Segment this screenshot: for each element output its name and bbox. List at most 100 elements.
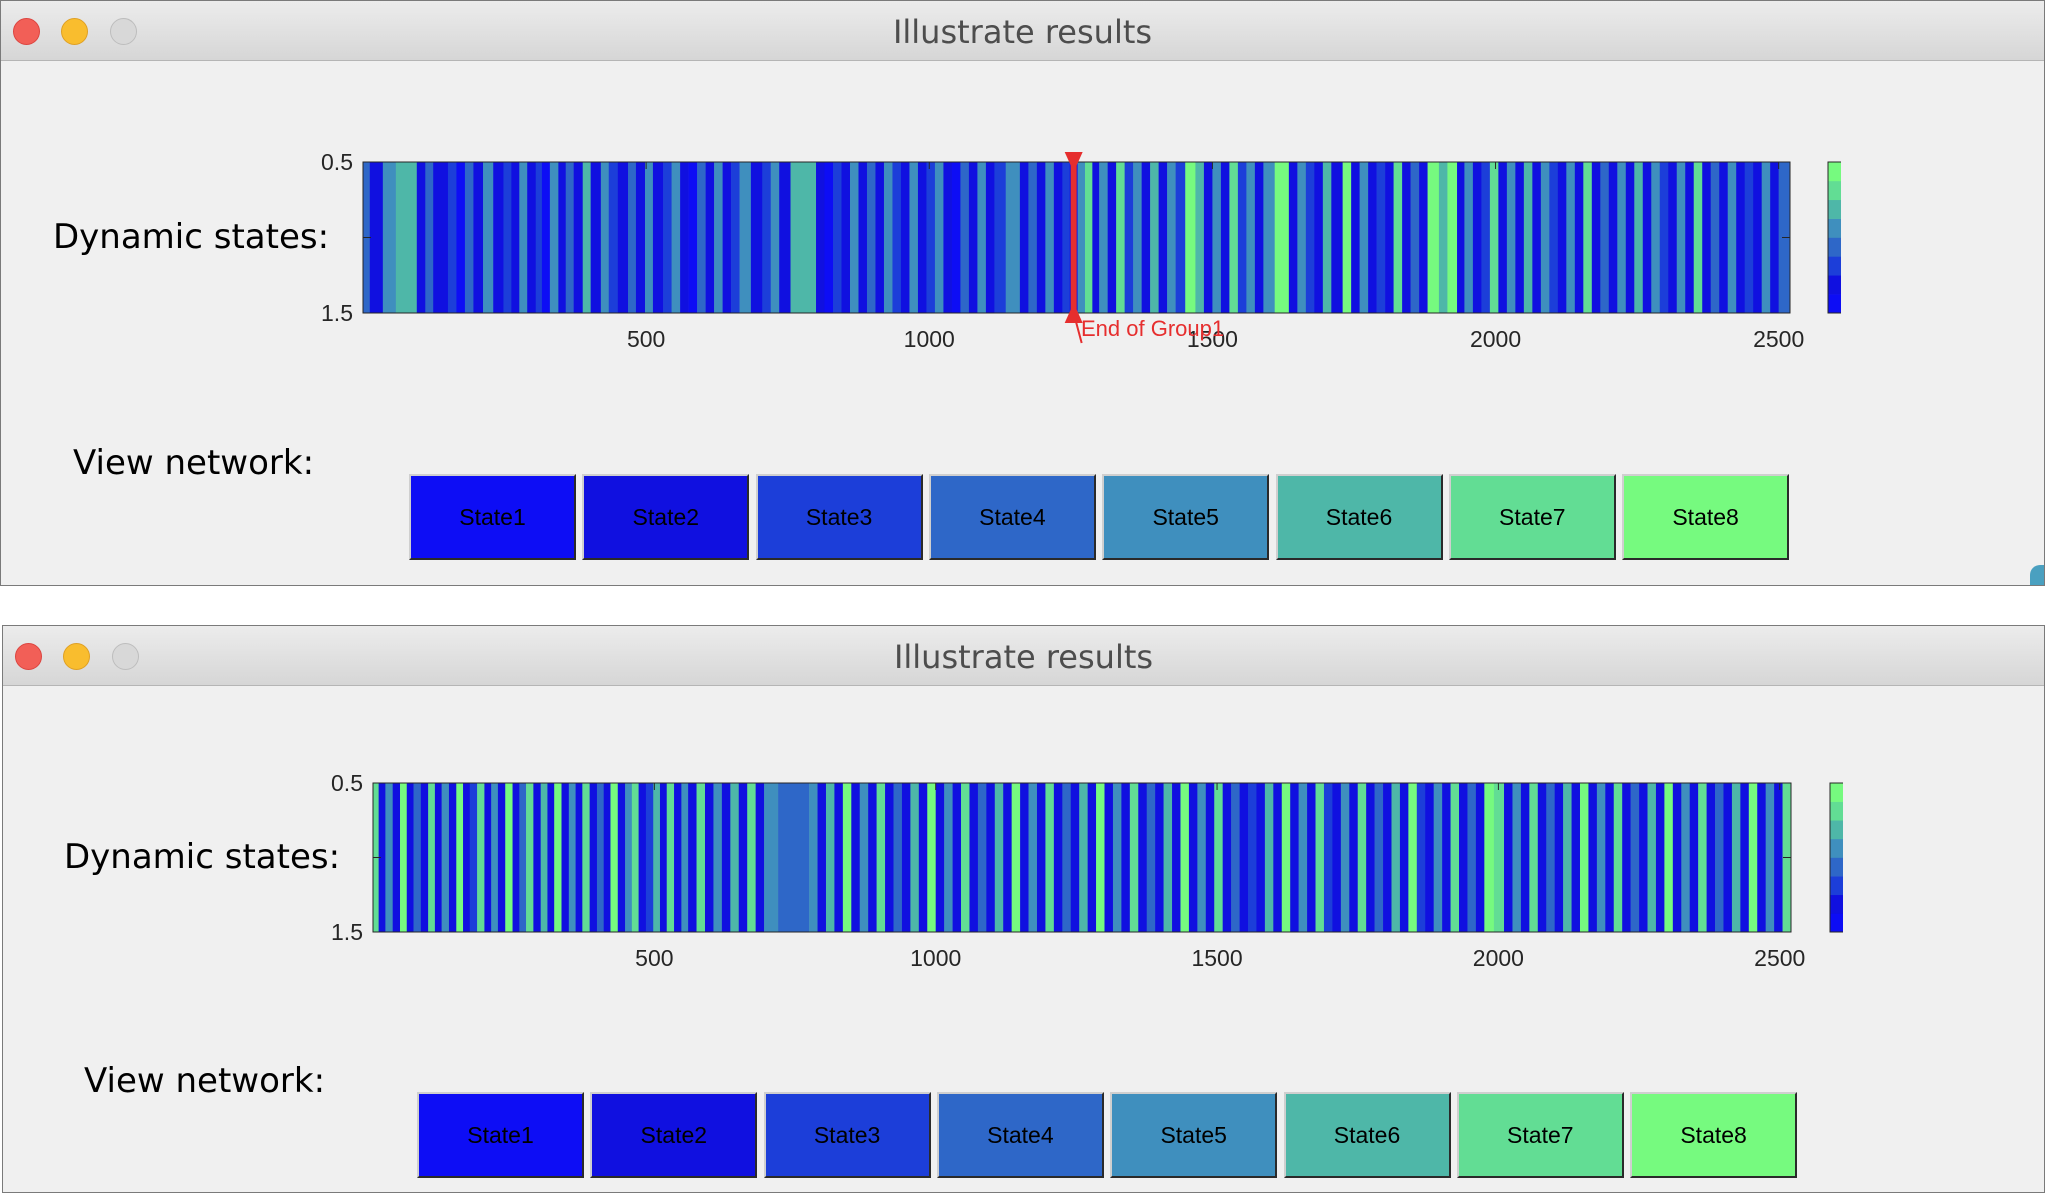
state-segment (617, 783, 626, 932)
minimize-window-button[interactable] (63, 643, 90, 670)
state-segment (1481, 162, 1491, 313)
state-segment (1104, 783, 1114, 932)
state-segment (1655, 783, 1665, 932)
state-segment (901, 783, 911, 932)
state-segment (747, 783, 756, 932)
state-segment (1689, 783, 1699, 932)
state-segment (493, 162, 504, 313)
view-state1-button[interactable]: State1 (409, 474, 576, 560)
state-segment (420, 783, 429, 932)
state-segment (1229, 162, 1239, 313)
state-segment (547, 783, 555, 932)
state-segment (1540, 162, 1550, 313)
state-segment (1566, 162, 1576, 313)
state-segment (779, 162, 791, 313)
state-segment (575, 783, 583, 932)
state-segment (582, 783, 590, 932)
state-segment (1532, 162, 1542, 313)
state-segment (505, 783, 513, 932)
state-segment (1256, 783, 1266, 932)
zoom-window-button[interactable] (112, 643, 139, 670)
colorbar-swatch (1830, 801, 1843, 821)
state-segment (1425, 783, 1434, 932)
view-network-label: View network: (84, 1061, 326, 1101)
state-segment (1698, 783, 1707, 932)
state-segment (833, 162, 842, 313)
view-state4-button[interactable]: State4 (928, 474, 1096, 560)
state-segment (1273, 783, 1283, 932)
close-window-button[interactable] (13, 18, 40, 45)
y-tick-label: 0.5 (331, 770, 363, 796)
state-segment (824, 162, 834, 313)
state-segment (1583, 162, 1593, 313)
view-state6-button[interactable]: State6 (1283, 1092, 1451, 1178)
view-state7-button[interactable]: State7 (1456, 1092, 1624, 1178)
state-segment (1195, 162, 1205, 313)
state-segment (589, 783, 598, 932)
state-segment (876, 783, 886, 932)
view-state2-button[interactable]: State2 (590, 1092, 758, 1178)
state-segment (892, 162, 902, 313)
state-segment (464, 162, 474, 313)
state-segment (1579, 783, 1589, 932)
state-segment (1180, 783, 1190, 932)
state-segment (934, 162, 944, 313)
state-segment (1642, 162, 1652, 313)
state-segment (969, 783, 979, 932)
state-segment (1419, 162, 1428, 313)
state-segment (491, 783, 499, 932)
colorbar-swatch (1830, 913, 1843, 933)
view-state2-button[interactable]: State2 (582, 474, 750, 560)
view-state7-button[interactable]: State7 (1448, 474, 1616, 560)
colorbar-swatch (1830, 783, 1843, 802)
state-segment (738, 783, 748, 932)
view-state5-button[interactable]: State5 (1102, 474, 1270, 560)
state-segment (378, 783, 386, 932)
state-segment (554, 783, 562, 932)
state-segment (1368, 162, 1377, 313)
state-segment (900, 162, 910, 313)
state-segment (1331, 162, 1343, 313)
x-tick-label: 500 (627, 326, 665, 352)
state-segment (1571, 783, 1581, 932)
state-segment (1467, 783, 1477, 932)
state-segment (1765, 783, 1775, 932)
view-state6-button[interactable]: State6 (1275, 474, 1443, 560)
state-segment (1028, 162, 1038, 313)
colorbar-swatch (1830, 876, 1843, 896)
window-titlebar[interactable]: Illustrate results (1, 1, 2044, 61)
state-segment (1529, 783, 1539, 932)
view-state8-button[interactable]: State8 (1622, 474, 1790, 560)
minimize-window-button[interactable] (61, 18, 88, 45)
view-state3-button[interactable]: State3 (763, 1092, 931, 1178)
view-state5-button[interactable]: State5 (1110, 1092, 1278, 1178)
y-tick-label: 0.5 (321, 149, 353, 175)
state-segment (935, 783, 945, 932)
state-segment (859, 783, 869, 932)
x-tick-label: 2500 (1754, 945, 1805, 971)
view-state1-button[interactable]: State1 (417, 1092, 584, 1178)
view-state3-button[interactable]: State3 (755, 474, 923, 560)
state-segment (1410, 162, 1420, 313)
state-segment (849, 162, 859, 313)
state-segment (1079, 783, 1088, 932)
x-tick-label: 1500 (1191, 945, 1242, 971)
close-window-button[interactable] (15, 643, 42, 670)
state-segment (1727, 162, 1737, 313)
state-segment (1438, 162, 1448, 313)
zoom-window-button[interactable] (110, 18, 137, 45)
state-segment (511, 162, 520, 313)
state-segment (519, 783, 527, 932)
state-segment (918, 783, 928, 932)
view-state8-button[interactable]: State8 (1630, 1092, 1798, 1178)
view-state4-button[interactable]: State4 (936, 1092, 1104, 1178)
state-segment (1359, 162, 1369, 313)
state-segment (1731, 783, 1741, 932)
state-segment (1676, 162, 1686, 313)
state-segment (1757, 783, 1766, 932)
window-titlebar[interactable]: Illustrate results (3, 626, 2044, 686)
state-segment (527, 162, 537, 313)
state-segment (1433, 783, 1443, 932)
state-segment (385, 783, 393, 932)
state-segment (1205, 783, 1215, 932)
